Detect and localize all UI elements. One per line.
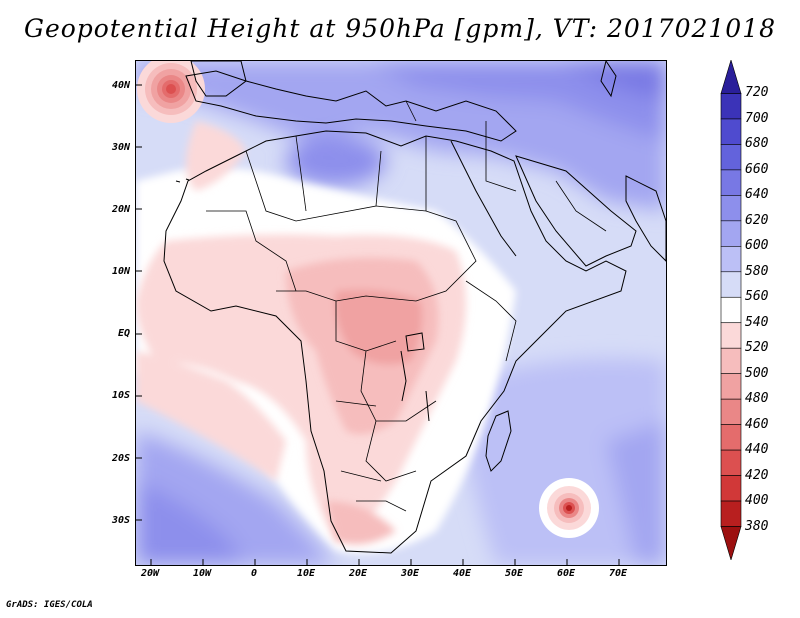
iberia-coastline bbox=[190, 61, 247, 97]
field-500 bbox=[286, 257, 439, 545]
lon-label-0: 0 bbox=[250, 568, 258, 579]
lat-label-10s: 10S bbox=[111, 390, 130, 401]
colorbar-swatch bbox=[720, 246, 742, 273]
colorbar-level-label: 720 bbox=[745, 85, 769, 101]
colorbar-level-label: 400 bbox=[745, 493, 769, 509]
colorbar-swatch bbox=[720, 169, 742, 196]
colorbar-swatch bbox=[720, 398, 742, 425]
colorbar-level-label: 520 bbox=[745, 340, 769, 356]
colorbar-level-label: 640 bbox=[745, 187, 769, 203]
colorbar-level-label: 540 bbox=[745, 314, 769, 330]
lat-label-30n: 30N bbox=[111, 142, 130, 153]
colorbar-swatch bbox=[720, 500, 742, 527]
colorbar-swatch bbox=[720, 118, 742, 145]
colorbar-level-label: 700 bbox=[745, 110, 769, 126]
lon-label-40e: 40E bbox=[452, 568, 472, 579]
caspian-coastline bbox=[600, 61, 617, 98]
colorbar-level-label: 460 bbox=[745, 416, 769, 432]
colorbar-level-label: 420 bbox=[745, 467, 769, 483]
colorbar-swatch bbox=[720, 449, 742, 476]
lon-label-70e: 70E bbox=[608, 568, 628, 579]
colorbar-swatch bbox=[720, 144, 742, 171]
lat-label-40n: 40N bbox=[111, 80, 130, 91]
colorbar-level-label: 600 bbox=[745, 238, 769, 254]
lon-label-30e: 30E bbox=[400, 568, 420, 579]
colorbar-swatch bbox=[720, 195, 742, 222]
canary-islands bbox=[175, 178, 190, 183]
colorbar-swatch bbox=[720, 60, 742, 94]
field-high-south bbox=[136, 358, 666, 565]
lon-label-60e: 60E bbox=[556, 568, 576, 579]
map-svg bbox=[136, 61, 666, 565]
low-northwest bbox=[137, 61, 205, 123]
coastlines bbox=[163, 61, 666, 554]
europe-coastline bbox=[185, 70, 517, 142]
credit-text: GrADS: IGES/COLA bbox=[6, 600, 93, 610]
india-coastline bbox=[625, 175, 666, 262]
lat-label-30s: 30S bbox=[111, 515, 130, 526]
colorbar-level-label: 480 bbox=[745, 391, 769, 407]
madagascar-coastline bbox=[485, 410, 512, 472]
lon-label-20e: 20E bbox=[348, 568, 368, 579]
lat-label-20s: 20S bbox=[111, 453, 130, 464]
colorbar-swatch bbox=[720, 475, 742, 502]
colorbar-swatch bbox=[720, 373, 742, 400]
colorbar-level-label: 440 bbox=[745, 442, 769, 458]
colorbar-level-label: 560 bbox=[745, 289, 769, 305]
colorbar-level-label: 680 bbox=[745, 136, 769, 152]
lat-label-eq: EQ bbox=[117, 328, 130, 339]
colorbar-swatch bbox=[720, 220, 742, 247]
colorbar-swatch bbox=[720, 271, 742, 298]
frame-ticks bbox=[136, 84, 620, 565]
lon-label-20w: 20W bbox=[140, 568, 160, 579]
colorbar-level-label: 660 bbox=[745, 161, 769, 177]
lat-label-10n: 10N bbox=[111, 266, 130, 277]
lon-label-10e: 10E bbox=[296, 568, 316, 579]
colorbar-level-label: 380 bbox=[745, 518, 769, 534]
africa-coastline bbox=[163, 130, 627, 554]
lat-label-20n: 20N bbox=[111, 204, 130, 215]
colorbar bbox=[720, 60, 742, 560]
colorbar-swatch bbox=[720, 296, 742, 324]
red-sea-coast bbox=[450, 140, 517, 257]
lake-tanganyika bbox=[400, 350, 407, 402]
lake-malawi bbox=[425, 390, 430, 422]
colorbar-level-label: 620 bbox=[745, 212, 769, 228]
colorbar-swatch bbox=[720, 322, 742, 349]
colorbar-level-label: 500 bbox=[745, 365, 769, 381]
map-plot bbox=[135, 60, 667, 566]
colorbar-swatch bbox=[720, 424, 742, 451]
low-southeast bbox=[539, 478, 599, 538]
chart-title: Geopotential Height at 950hPa [gpm], VT:… bbox=[23, 14, 777, 43]
colorbar-level-label: 580 bbox=[745, 263, 769, 279]
colorbar-swatch bbox=[720, 526, 742, 560]
colorbar-swatch bbox=[720, 347, 742, 374]
country-borders bbox=[206, 100, 607, 512]
arabia-coastline bbox=[515, 155, 637, 267]
colorbar-swatch bbox=[720, 93, 742, 120]
lon-label-50e: 50E bbox=[504, 568, 524, 579]
lon-label-10w: 10W bbox=[192, 568, 212, 579]
field-high-north bbox=[136, 61, 666, 211]
lake-victoria bbox=[405, 332, 425, 352]
